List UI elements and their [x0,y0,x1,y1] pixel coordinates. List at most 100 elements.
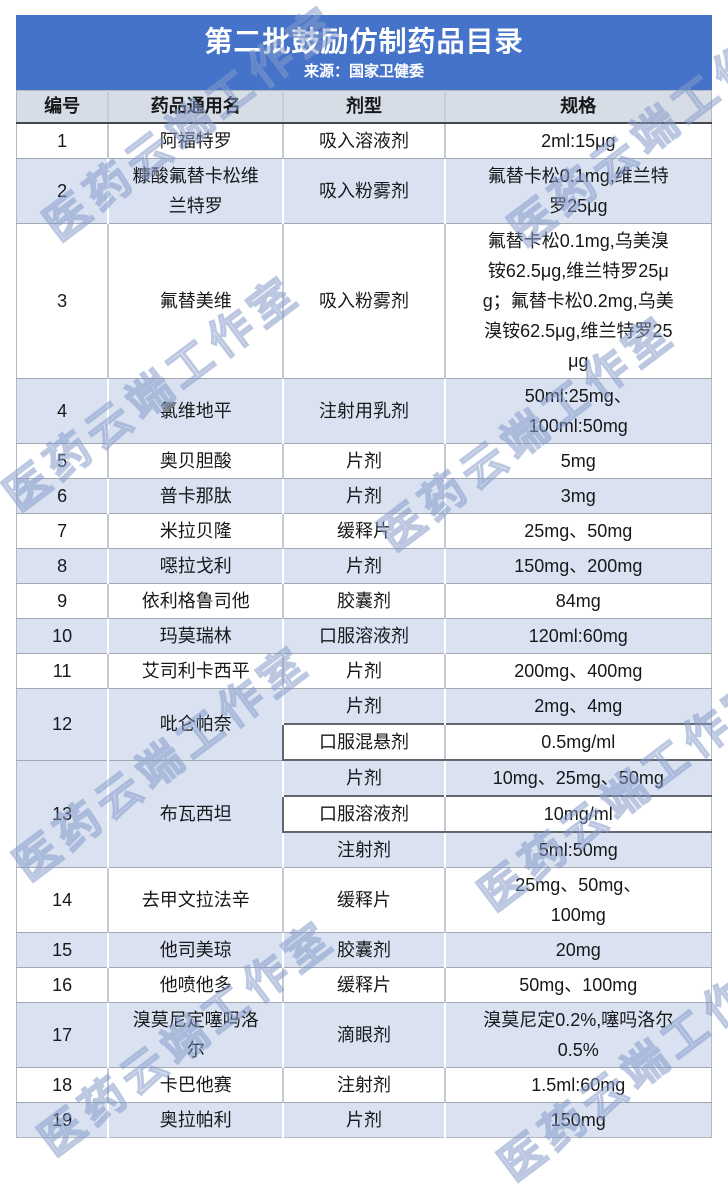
cell-drug-name: 噁拉戈利 [107,548,284,584]
drug-table: 编号 药品通用名 剂型 规格 1 阿福特罗 吸入溶液剂 2ml:15μg 2 糠酸氟替卡松… [16,90,712,1138]
cell-no: 9 [16,583,109,619]
table-row: 14 去甲文拉法辛 缓释片 25mg、50mg、 100mg [16,867,712,933]
table-row: 8 噁拉戈利 片剂 150mg、200mg [16,548,712,584]
table-header-row: 编号 药品通用名 剂型 规格 [16,90,712,124]
cell-dosage-form: 片剂 [282,688,445,724]
cell-spec: 3mg [443,478,712,514]
cell-dosage-form: 片剂 [282,443,445,479]
cell-drug-name: 吡仑帕奈 [107,688,284,760]
page-title: 第二批鼓励仿制药品目录 [204,26,524,57]
source-label: 来源：国家卫健委 [303,63,424,80]
cell-spec: 5mg [443,443,712,479]
cell-spec: 0.5mg/ml [443,723,712,761]
cell-dosage-form: 片剂 [282,653,445,689]
cell-no: 15 [16,932,109,968]
table-row: 12 吡仑帕奈 片剂 2mg、4mg [16,688,712,760]
cell-spec: 2mg、4mg [443,688,712,724]
cell-no: 4 [16,378,109,444]
cell-no: 14 [16,867,109,933]
cell-spec: 10mg/ml [443,795,712,833]
table-row: 18 卡巴他赛 注射剂 1.5ml:60mg [16,1067,712,1103]
cell-spec: 2ml:15μg [443,122,712,159]
cell-drug-name: 氯维地平 [107,378,284,444]
cell-no: 17 [16,1002,109,1068]
table-row: 11 艾司利卡西平 片剂 200mg、400mg [16,653,712,689]
column-header-spec: 规格 [443,90,712,124]
cell-no: 11 [16,653,109,689]
cell-drug-name: 依利格鲁司他 [107,583,284,619]
cell-no: 3 [16,223,109,379]
column-header-drug-name: 药品通用名 [107,90,284,124]
cell-no: 7 [16,513,109,549]
cell-no: 5 [16,443,109,479]
cell-dosage-form: 片剂 [282,548,445,584]
cell-spec: 84mg [443,583,712,619]
cell-spec: 50ml:25mg、 100ml:50mg [443,378,712,444]
cell-spec: 150mg、200mg [443,548,712,584]
table-row: 注射剂 5ml:50mg [17,831,712,868]
cell-drug-name: 普卡那肽 [107,478,284,514]
cell-dosage-form: 滴眼剂 [282,1002,445,1068]
cell-spec: 50mg、100mg [443,967,712,1003]
cell-spec: 氟替卡松0.1mg,维兰特 罗25μg [443,158,712,224]
cell-spec: 溴莫尼定0.2%,噻吗洛尔 0.5% [443,1002,712,1068]
column-header-dosage-form: 剂型 [282,90,445,124]
cell-drug-name: 溴莫尼定噻吗洛 尔 [107,1002,284,1068]
cell-dosage-form: 口服溶液剂 [282,618,445,654]
cell-no: 6 [16,478,109,514]
cell-dosage-form: 注射剂 [282,1067,445,1103]
cell-dosage-form: 吸入溶液剂 [282,122,445,159]
cell-no: 10 [16,618,109,654]
cell-dosage-form: 胶囊剂 [282,932,445,968]
cell-dosage-form: 吸入粉雾剂 [282,158,445,224]
table-row: 2 糠酸氟替卡松维 兰特罗 吸入粉雾剂 氟替卡松0.1mg,维兰特 罗25μg [16,158,712,224]
table-row: 13 布瓦西坦 片剂 10mg、25mg、50mg [16,759,712,868]
table-row: 4 氯维地平 注射用乳剂 50ml:25mg、 100ml:50mg [16,378,712,444]
cell-no: 8 [16,548,109,584]
table-row: 17 溴莫尼定噻吗洛 尔滴眼剂 溴莫尼定0.2%,噻吗洛尔 0.5% [16,1002,712,1068]
cell-dosage-form: 片剂 [282,759,445,796]
cell-spec: 120ml:60mg [443,618,712,654]
table-row: 10 玛莫瑞林 口服溶液剂 120ml:60mg [16,618,712,654]
sheet: 第二批鼓励仿制药品目录 来源：国家卫健委 编号 药品通用名 剂型 规格 1 阿福特… [16,15,712,1138]
cell-spec: 10mg、25mg、50mg [443,759,712,796]
table-row: 7 米拉贝隆 缓释片 25mg、50mg [16,513,712,549]
cell-dosage-form: 口服混悬剂 [282,723,445,761]
cell-spec: 200mg、400mg [443,653,712,689]
cell-spec: 25mg、50mg、 100mg [443,867,712,933]
title-block: 第二批鼓励仿制药品目录 来源：国家卫健委 [16,15,712,90]
cell-spec: 20mg [443,932,712,968]
table-row: 口服混悬剂 0.5mg/ml [17,723,712,761]
table-row: 16 他喷他多 缓释片 50mg、100mg [16,967,712,1003]
table-row: 3 氟替美维 吸入粉雾剂 氟替卡松0.1mg,乌美溴 铵62.5μg,维兰特罗25μ … [16,223,712,379]
cell-drug-name: 艾司利卡西平 [107,653,284,689]
cell-spec: 5ml:50mg [443,831,712,868]
column-header-no: 编号 [16,90,109,124]
cell-dosage-form: 口服溶液剂 [282,795,445,833]
cell-dosage-form: 吸入粉雾剂 [282,223,445,379]
cell-no: 1 [16,122,109,159]
cell-drug-name: 卡巴他赛 [107,1067,284,1103]
cell-spec: 25mg、50mg [443,513,712,549]
cell-drug-name: 米拉贝隆 [107,513,284,549]
table-row: 5 奥贝胆酸 片剂 5mg [16,443,712,479]
cell-drug-name: 去甲文拉法辛 [107,867,284,933]
cell-drug-name: 布瓦西坦 [107,759,284,868]
cell-no: 13 [16,759,109,868]
cell-drug-name: 他司美琼 [107,932,284,968]
cell-spec: 150mg [443,1102,712,1138]
cell-drug-name: 玛莫瑞林 [107,618,284,654]
cell-drug-name: 奥拉帕利 [107,1102,284,1138]
cell-spec: 氟替卡松0.1mg,乌美溴 铵62.5μg,维兰特罗25μ g；氟替卡松0.2m… [443,223,712,379]
table-row: 19 奥拉帕利 片剂 150mg [16,1102,712,1138]
table-body: 1 阿福特罗 吸入溶液剂 2ml:15μg 2 糠酸氟替卡松维 兰特罗 吸入粉雾剂 氟替卡松0… [16,122,712,1138]
cell-drug-name: 阿福特罗 [107,122,284,159]
cell-dosage-form: 缓释片 [282,867,445,933]
table-row: 9 依利格鲁司他 胶囊剂 84mg [16,583,712,619]
cell-dosage-form: 片剂 [282,1102,445,1138]
cell-drug-name: 糠酸氟替卡松维 兰特罗 [107,158,284,224]
cell-no: 12 [16,688,109,760]
table-row: 口服溶液剂 10mg/ml [17,795,712,833]
cell-dosage-form: 缓释片 [282,513,445,549]
